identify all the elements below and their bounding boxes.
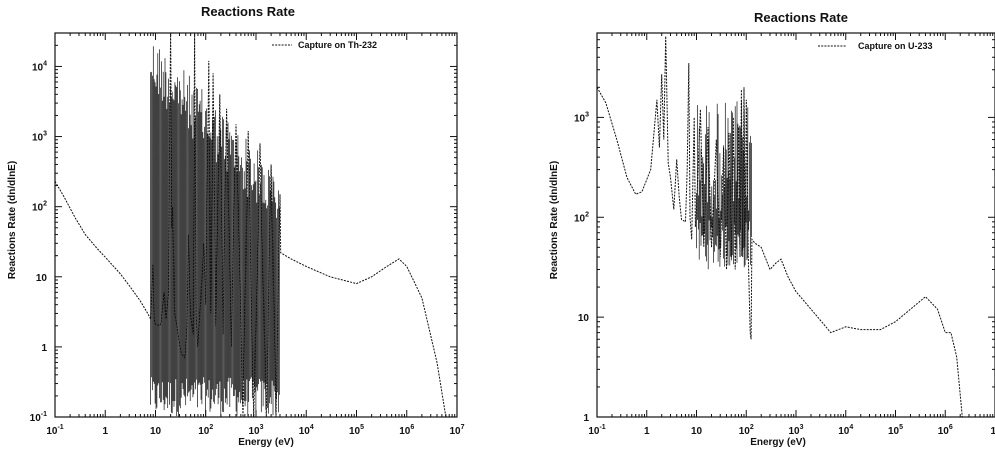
y-tick-label: 10 [36, 273, 48, 284]
plot-frame [596, 32, 995, 418]
x-tick-label: 104 [299, 424, 314, 437]
y-axis-label: Reactions Rate (dn/dlnE) [7, 161, 18, 279]
resonance-peaks [150, 46, 280, 417]
y-tick-label: 1 [583, 413, 589, 424]
x-tick-label: 10 [691, 426, 703, 437]
x-tick-label: 1 [102, 426, 108, 437]
chart-panel-th232: Reactions Rate 10-1 1 10 102 103 104 105 106 107… [7, 4, 465, 448]
y-tick-label: 1 [41, 343, 47, 354]
x-tick-label: 105 [349, 424, 364, 437]
x-tick-label: 10 [150, 426, 162, 437]
x-tick-label: 10-1 [46, 424, 63, 437]
series-line [597, 36, 963, 417]
x-tick-label: 104 [838, 424, 853, 437]
x-tick-label: 103 [788, 424, 803, 437]
chart-title: Reactions Rate [201, 4, 295, 19]
x-tick-label: 1( [991, 426, 995, 437]
legend-label: Capture on U-233 [858, 41, 933, 51]
legend: Capture on U-233 [818, 41, 933, 51]
x-tick-label: 106 [399, 424, 414, 437]
legend: Capture on Th-232 [272, 40, 377, 50]
x-tick-label: 106 [938, 424, 953, 437]
x-tick-label: 102 [739, 424, 754, 437]
y-tick-label: 10-1 [30, 411, 47, 424]
x-axis-label: Energy (eV) [750, 437, 806, 448]
x-axis-label: Energy (eV) [238, 437, 294, 448]
x-tick-label: 1 [644, 426, 650, 437]
chart-panel-u233: Reactions Rate 10-11101021031041051061(1… [549, 10, 995, 448]
y-tick-label: 10 [578, 313, 590, 324]
x-tick-label: 107 [449, 424, 464, 437]
x-tick-label: 105 [888, 424, 903, 437]
legend-label: Capture on Th-232 [298, 40, 377, 50]
chart-title: Reactions Rate [754, 10, 848, 25]
x-tick-label: 103 [248, 424, 263, 437]
x-tick-label: 102 [198, 424, 213, 437]
y-tick-label: 104 [32, 60, 47, 73]
y-tick-label: 102 [574, 211, 589, 224]
x-tick-label: 10-1 [588, 424, 605, 437]
y-tick-label: 103 [574, 111, 589, 124]
resonance-peaks [696, 101, 752, 270]
y-tick-label: 103 [32, 131, 47, 144]
y-tick-label: 102 [32, 201, 47, 214]
y-axis-label: Reactions Rate (dn/dlnE) [549, 161, 560, 279]
